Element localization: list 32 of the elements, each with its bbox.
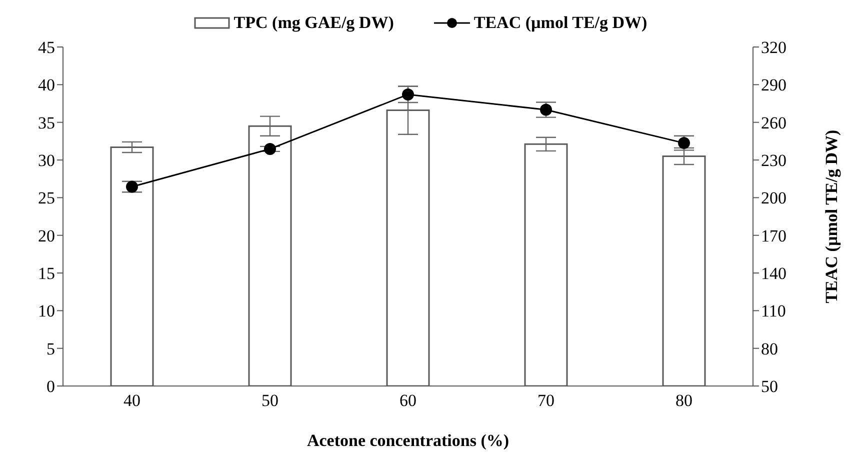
legend-label: TPC (mg GAE/g DW) <box>234 13 394 33</box>
y2-tick-label: 260 <box>761 113 786 132</box>
y2-tick-label: 50 <box>761 377 778 396</box>
x-tick-label: 70 <box>538 391 554 410</box>
point <box>540 104 552 116</box>
y-tick-label: 30 <box>38 151 55 170</box>
point <box>264 142 276 155</box>
y-tick-label: 45 <box>38 38 55 58</box>
y2-tick-label: 110 <box>761 302 786 321</box>
y2-tick-label: 140 <box>761 264 786 284</box>
y-tick-label: 40 <box>38 76 55 95</box>
y-tick-label: 5 <box>46 339 55 358</box>
y-tick-label: 20 <box>38 226 55 246</box>
y-tick-label: 0 <box>46 377 55 396</box>
y-tick-label: 10 <box>38 302 55 321</box>
y2-tick-label: 230 <box>761 151 786 170</box>
y-tick-label: 25 <box>38 188 55 208</box>
point <box>126 180 138 193</box>
y2-tick-label: 290 <box>761 76 786 95</box>
y2-tick-label: 170 <box>761 226 786 246</box>
y2-tick-label: 80 <box>761 339 778 358</box>
y-tick-label: 15 <box>38 264 55 284</box>
x-axis-title: Acetone concentrations (%) <box>306 431 510 450</box>
x-tick-label: 80 <box>676 391 692 410</box>
x-tick-label: 50 <box>262 391 278 410</box>
y2-tick-label: 320 <box>761 38 786 58</box>
legend-label: TEAC (µmol TE/g DW) <box>474 13 648 33</box>
y2-axis-title: TEAC (µmol TE/g DW) <box>822 130 842 304</box>
y2-tick-label: 200 <box>761 188 786 208</box>
y-tick-label: 35 <box>38 113 55 132</box>
x-tick-label: 40 <box>124 391 140 410</box>
x-tick-label: 60 <box>400 391 416 410</box>
